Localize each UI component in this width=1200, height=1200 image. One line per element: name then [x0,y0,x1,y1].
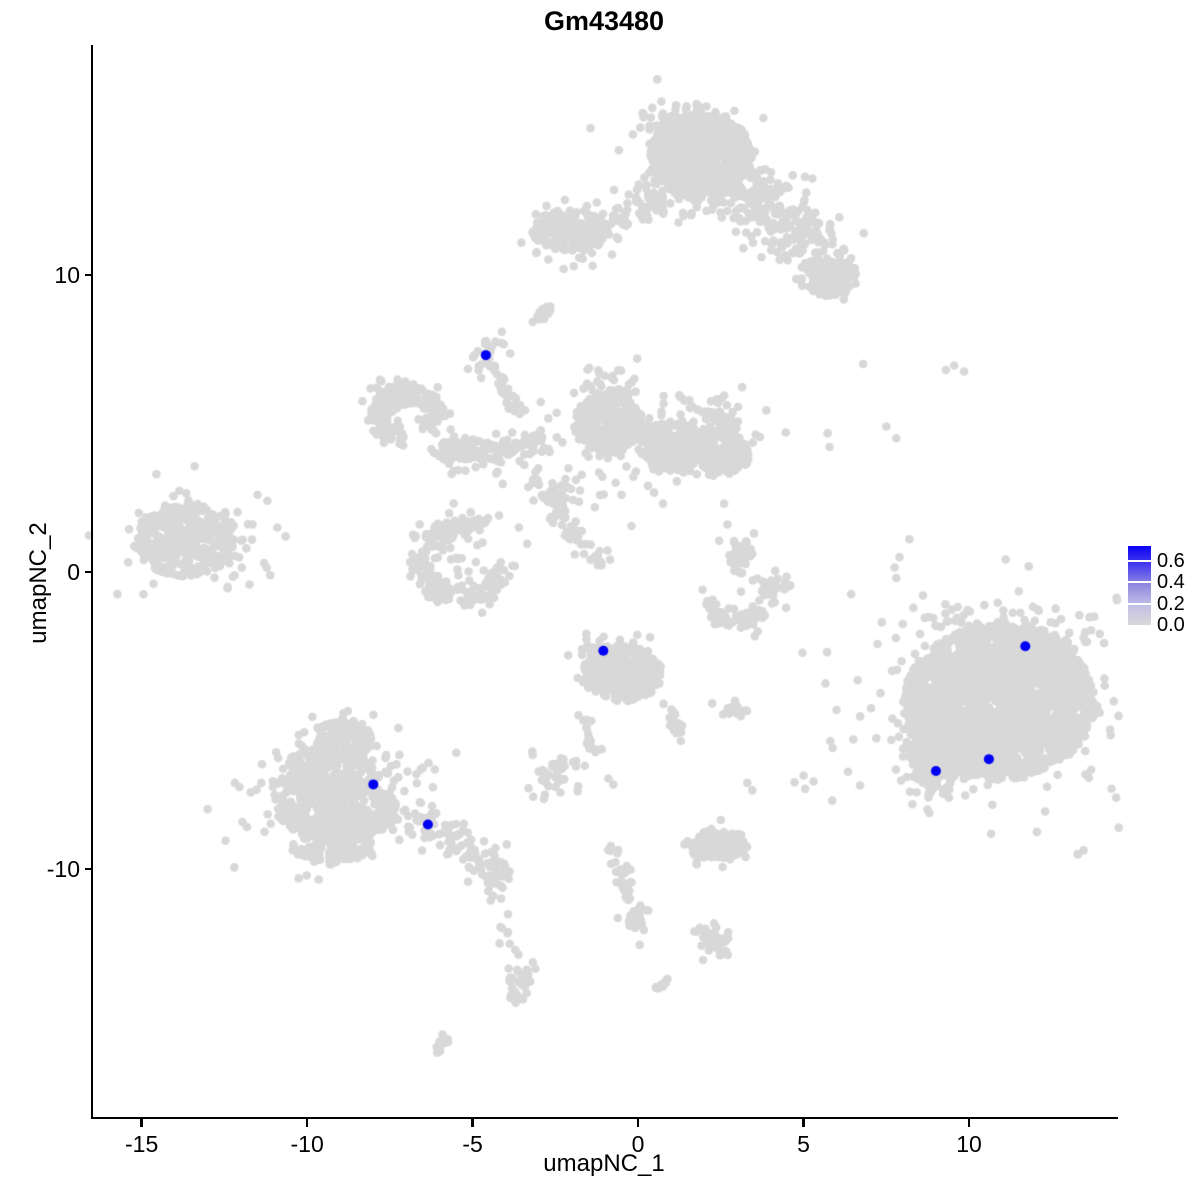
x-tick-mark [305,1119,309,1127]
y-tick-mark [84,570,93,574]
y-tick-mark [84,867,93,871]
y-tick-label: -10 [46,856,80,883]
colorbar-tick [1128,559,1151,562]
y-axis-title: umapNC_2 [25,522,52,644]
colorbar-tick [1128,602,1151,605]
y-axis-line [90,45,93,1119]
x-tick-mark [636,1119,640,1127]
x-tick-mark [471,1119,474,1127]
colorbar-label: 0.6 [1157,549,1185,572]
colorbar-gradient [1128,546,1151,625]
x-tick-label: 10 [956,1131,982,1157]
x-tick-label: -10 [290,1131,324,1157]
x-tick-mark [140,1119,143,1127]
x-tick-label: -15 [125,1131,159,1157]
plot-title: Gm43480 [543,6,665,36]
y-tick-label: 10 [54,261,80,288]
x-tick-label: -5 [462,1131,483,1157]
x-tick-label: 0 [631,1131,645,1157]
x-tick-mark [802,1119,805,1127]
colorbar-tick [1128,581,1151,583]
colorbar-label: 0.2 [1157,592,1185,615]
x-axis-title: umapNC_1 [543,1150,665,1177]
colorbar-label: 0.4 [1157,571,1185,593]
x-axis-line [90,1116,1118,1119]
y-tick-label: 0 [67,558,80,585]
colorbar-label: 0.0 [1157,614,1185,636]
x-tick-label: 5 [797,1131,810,1157]
y-tick-mark [84,273,93,277]
x-tick-mark [967,1119,971,1127]
